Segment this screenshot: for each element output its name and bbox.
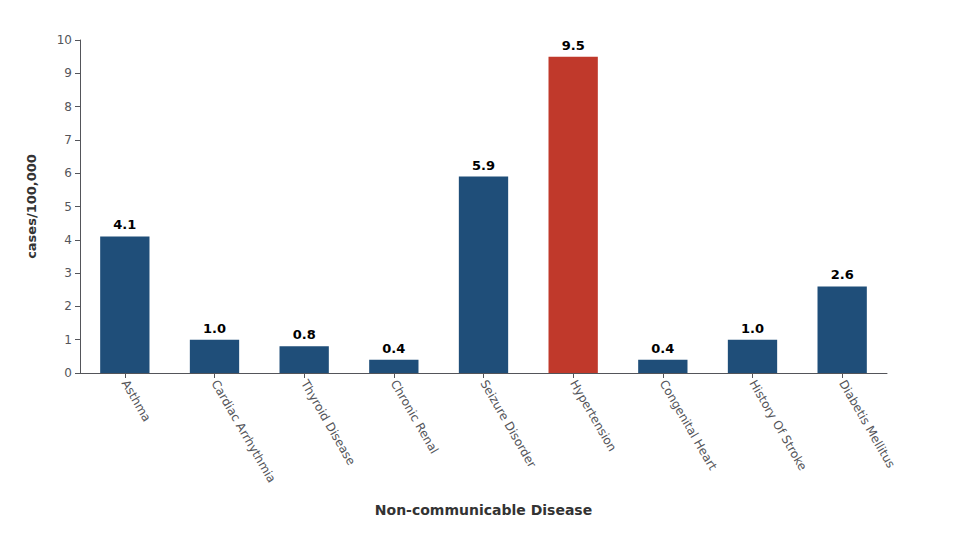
svg-text:Asthma: Asthma: [119, 377, 154, 424]
svg-text:8: 8: [64, 100, 72, 114]
svg-text:2.6: 2.6: [831, 267, 854, 282]
svg-text:cases/100,000: cases/100,000: [24, 154, 39, 259]
svg-text:2: 2: [64, 299, 72, 313]
svg-text:4.1: 4.1: [113, 217, 136, 232]
svg-text:0: 0: [64, 366, 72, 380]
svg-text:4: 4: [64, 233, 72, 247]
svg-text:Cardiac Arrhythmia: Cardiac Arrhythmia: [208, 377, 278, 485]
svg-text:Congenital Heart: Congenital Heart: [657, 377, 720, 472]
svg-text:1.0: 1.0: [741, 321, 764, 336]
svg-text:Seizure Disorder: Seizure Disorder: [477, 377, 539, 470]
svg-text:9.5: 9.5: [562, 38, 585, 53]
svg-text:Chronic Renal: Chronic Renal: [388, 377, 441, 456]
svg-text:9: 9: [64, 66, 72, 80]
svg-text:Thyroid Disease: Thyroid Disease: [298, 377, 359, 468]
svg-text:10: 10: [57, 33, 72, 47]
svg-text:5.9: 5.9: [472, 158, 495, 173]
svg-text:Non-communicable Disease: Non-communicable Disease: [375, 502, 592, 518]
svg-text:1.0: 1.0: [203, 321, 226, 336]
svg-text:7: 7: [64, 133, 72, 147]
svg-text:1: 1: [64, 333, 72, 347]
svg-text:0.4: 0.4: [382, 341, 405, 356]
svg-text:History Of Stroke: History Of Stroke: [746, 377, 809, 472]
svg-text:5: 5: [64, 200, 72, 214]
svg-text:0.8: 0.8: [293, 327, 316, 342]
svg-text:Hypertension: Hypertension: [567, 377, 619, 453]
svg-text:0.4: 0.4: [651, 341, 674, 356]
svg-text:Diabetis Mellitus: Diabetis Mellitus: [836, 377, 898, 470]
svg-text:3: 3: [64, 266, 72, 280]
svg-text:6: 6: [64, 166, 72, 180]
